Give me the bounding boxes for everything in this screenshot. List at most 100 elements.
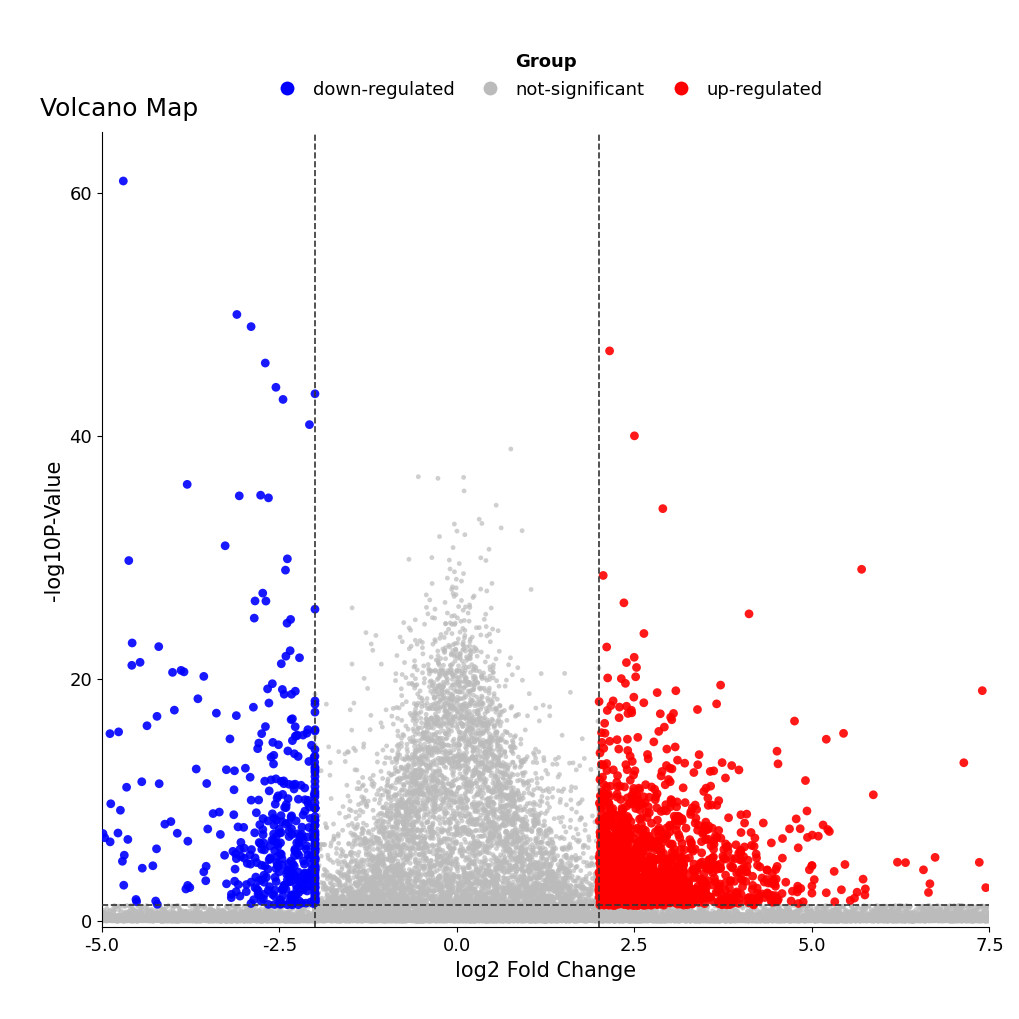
Point bbox=[623, 702, 639, 718]
Point bbox=[340, 886, 357, 902]
Point bbox=[823, 909, 840, 925]
Point bbox=[581, 911, 597, 927]
Point bbox=[602, 911, 619, 927]
Point bbox=[457, 668, 473, 685]
Point bbox=[322, 903, 338, 919]
Point bbox=[261, 912, 277, 928]
Point bbox=[523, 886, 539, 902]
Point bbox=[951, 912, 967, 928]
Point bbox=[443, 757, 460, 773]
Point bbox=[476, 669, 492, 686]
Point bbox=[215, 904, 231, 920]
Point bbox=[514, 819, 530, 836]
Point bbox=[542, 913, 558, 929]
Point bbox=[521, 857, 537, 873]
Point bbox=[641, 873, 657, 890]
Point bbox=[955, 906, 971, 922]
Point bbox=[592, 868, 608, 884]
Point bbox=[892, 912, 908, 928]
Point bbox=[550, 897, 567, 913]
Point bbox=[505, 795, 522, 811]
Point bbox=[95, 910, 111, 926]
Point bbox=[475, 866, 491, 882]
Point bbox=[601, 892, 618, 908]
Point bbox=[823, 911, 840, 927]
Point bbox=[478, 873, 494, 890]
Point bbox=[518, 872, 534, 889]
Point bbox=[260, 910, 276, 926]
Point bbox=[562, 910, 579, 926]
Point bbox=[340, 903, 357, 919]
Point bbox=[472, 883, 488, 900]
Point bbox=[504, 862, 521, 878]
Point bbox=[941, 912, 957, 928]
Point bbox=[386, 882, 403, 899]
Point bbox=[451, 624, 468, 640]
Point bbox=[374, 911, 390, 927]
Point bbox=[590, 905, 606, 921]
Point bbox=[749, 908, 765, 924]
Point bbox=[422, 828, 438, 845]
Point bbox=[791, 910, 807, 926]
Point bbox=[424, 818, 440, 835]
Point bbox=[339, 873, 356, 890]
Point bbox=[449, 908, 466, 924]
Point bbox=[963, 912, 979, 928]
Point bbox=[653, 911, 669, 927]
Point bbox=[661, 852, 678, 868]
Point bbox=[808, 913, 824, 929]
Point bbox=[438, 913, 454, 929]
Point bbox=[270, 912, 286, 928]
Point bbox=[711, 910, 728, 926]
Point bbox=[537, 841, 553, 857]
Point bbox=[408, 805, 424, 821]
Point bbox=[442, 911, 459, 927]
Point bbox=[319, 898, 335, 914]
Point bbox=[614, 898, 631, 914]
Point bbox=[397, 718, 414, 735]
Point bbox=[658, 892, 675, 908]
Point bbox=[354, 913, 370, 929]
Point bbox=[384, 913, 400, 929]
Point bbox=[351, 911, 367, 927]
Point bbox=[942, 911, 958, 927]
Point bbox=[590, 871, 606, 888]
Point bbox=[677, 912, 693, 928]
Point bbox=[608, 892, 625, 908]
Point bbox=[221, 909, 237, 925]
Point bbox=[658, 819, 675, 836]
Point bbox=[681, 879, 697, 896]
Point bbox=[348, 912, 365, 928]
Point bbox=[634, 844, 650, 860]
Point bbox=[484, 838, 500, 854]
Point bbox=[328, 882, 344, 899]
Point bbox=[442, 903, 459, 919]
Point bbox=[407, 772, 423, 789]
Point bbox=[449, 910, 466, 926]
Point bbox=[844, 910, 860, 926]
Point bbox=[905, 911, 921, 927]
Point bbox=[540, 911, 556, 927]
Point bbox=[382, 912, 398, 928]
Point bbox=[861, 907, 877, 923]
Point bbox=[463, 813, 479, 829]
Point bbox=[571, 907, 587, 923]
Point bbox=[959, 910, 975, 926]
Point bbox=[432, 730, 448, 746]
Point bbox=[797, 772, 813, 789]
Point bbox=[475, 907, 491, 923]
Point bbox=[365, 909, 381, 925]
Point bbox=[424, 797, 440, 813]
Point bbox=[971, 913, 987, 929]
Point bbox=[447, 912, 464, 928]
Point bbox=[195, 906, 211, 922]
Point bbox=[203, 903, 219, 919]
Point bbox=[153, 911, 169, 927]
Point bbox=[567, 886, 583, 902]
Point bbox=[630, 913, 646, 929]
Point bbox=[695, 865, 711, 881]
Point bbox=[923, 913, 940, 929]
Point bbox=[271, 864, 287, 880]
Point bbox=[502, 861, 519, 877]
Point bbox=[590, 892, 606, 908]
